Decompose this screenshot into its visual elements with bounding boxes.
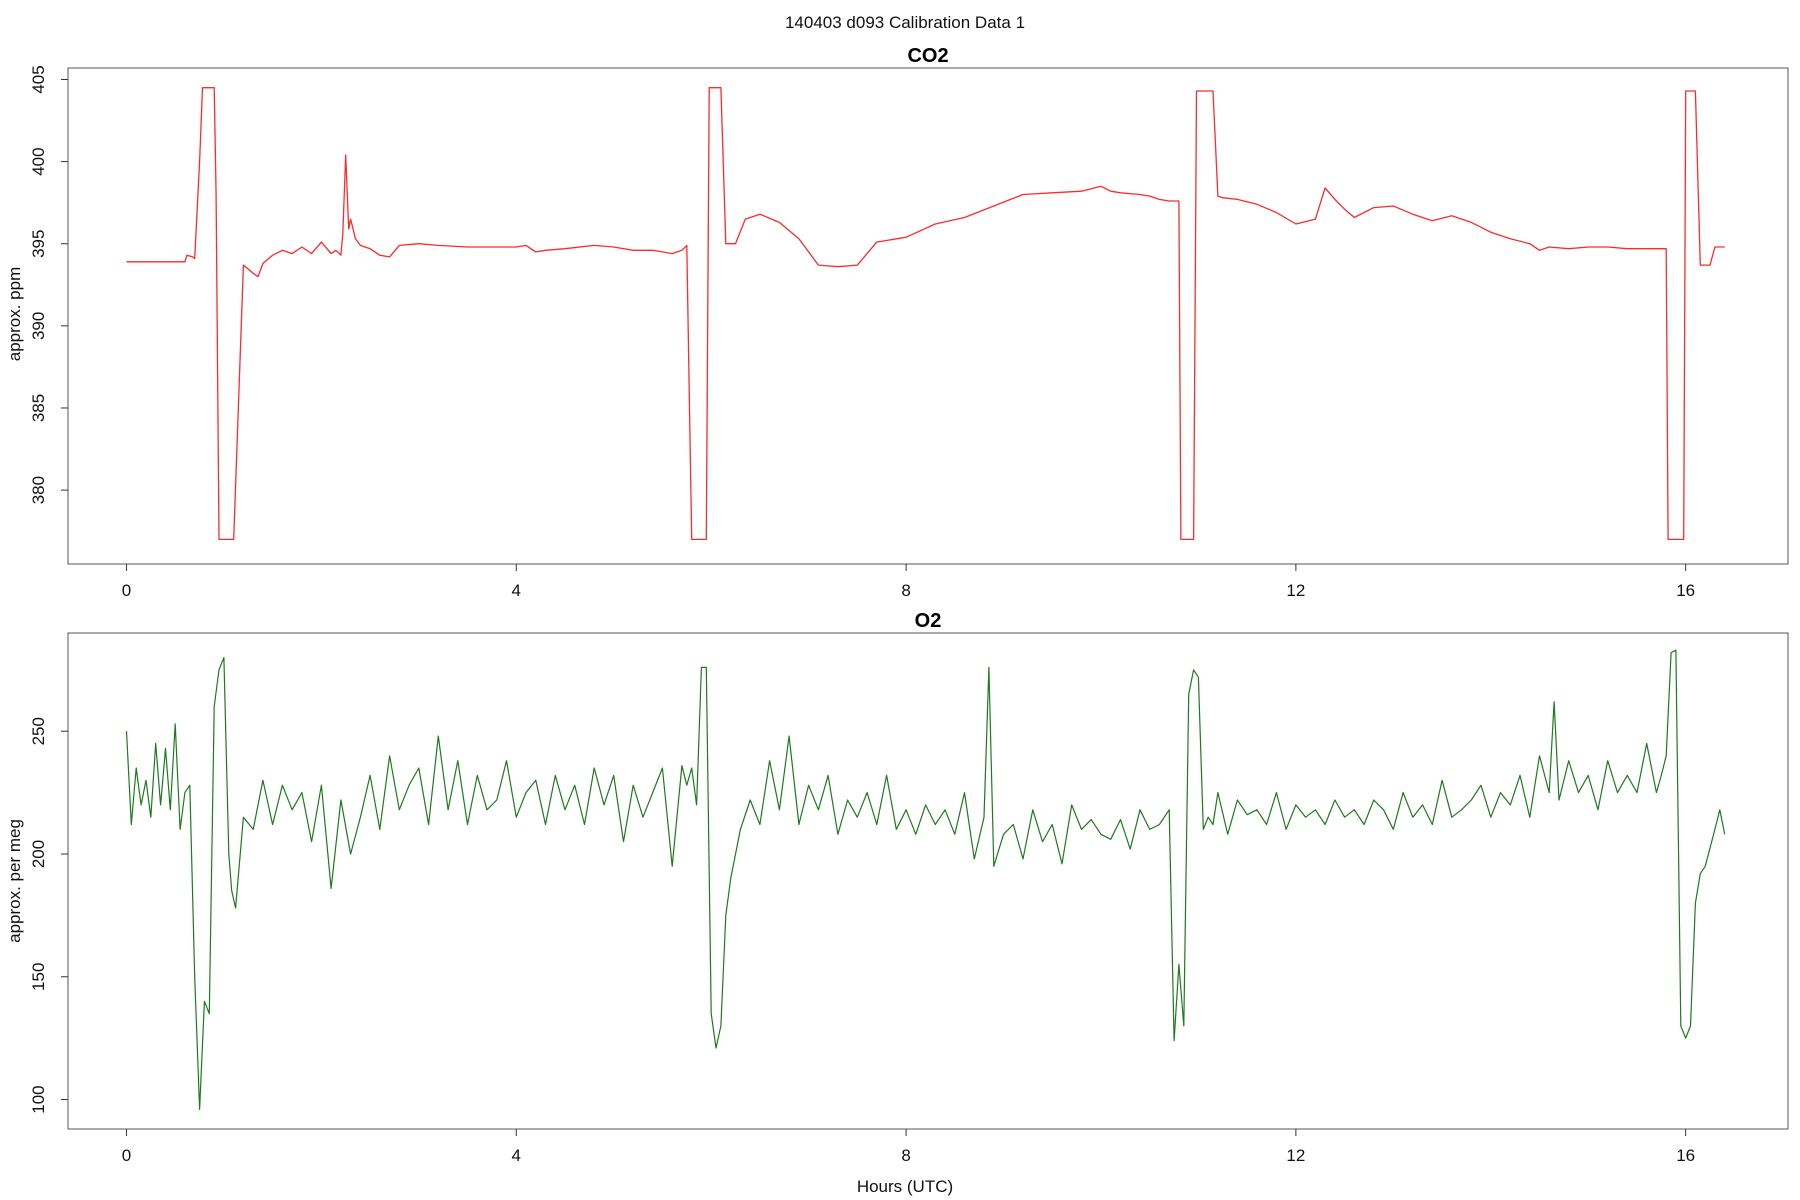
o2-axes: 0 4 8 12 16 100 150 200 250 (29, 717, 1695, 1165)
co2-x-tick-label: 0 (122, 581, 131, 600)
o2-y-tick-label: 250 (29, 717, 48, 745)
o2-x-axis-label: Hours (UTC) (857, 1177, 953, 1196)
co2-y-tick-label: 400 (29, 147, 48, 175)
o2-series-line (125, 649, 1726, 1110)
co2-y-tick-label: 385 (29, 394, 48, 422)
co2-panel: CO2 approx. ppm 0 4 8 12 16 380 385 390 395 400 40… (5, 45, 1789, 600)
o2-x-tick-label: 12 (1286, 1146, 1305, 1165)
co2-y-tick-label: 380 (29, 476, 48, 504)
co2-panel-title: CO2 (907, 45, 948, 67)
co2-y-tick-label: 390 (29, 312, 48, 340)
co2-x-tick-label: 16 (1676, 581, 1695, 600)
o2-y-tick-label: 100 (29, 1085, 48, 1113)
o2-y-tick-label: 150 (29, 963, 48, 991)
co2-y-axis-label: approx. ppm (5, 267, 24, 362)
o2-plot-frame (67, 632, 1789, 1130)
co2-series-line (126, 87, 1725, 541)
co2-y-tick-label: 395 (29, 230, 48, 258)
co2-x-tick-label: 8 (901, 581, 910, 600)
co2-y-tick-label: 405 (29, 65, 48, 93)
co2-axes: 0 4 8 12 16 380 385 390 395 400 405 (29, 65, 1695, 600)
o2-x-tick-label: 0 (122, 1146, 131, 1165)
co2-x-tick-label: 4 (512, 581, 521, 600)
co2-plot-frame (67, 67, 1789, 565)
figure-title: 140403 d093 Calibration Data 1 (785, 13, 1025, 32)
o2-x-tick-label: 4 (512, 1146, 521, 1165)
o2-panel-title: O2 (915, 610, 942, 632)
o2-panel: O2 approx. per meg Hours (UTC) 0 4 8 12 16 10… (5, 610, 1789, 1196)
o2-y-tick-label: 200 (29, 840, 48, 868)
o2-y-axis-label: approx. per meg (5, 819, 24, 943)
co2-x-tick-label: 12 (1286, 581, 1305, 600)
o2-x-tick-label: 8 (901, 1146, 910, 1165)
o2-x-tick-label: 16 (1676, 1146, 1695, 1165)
